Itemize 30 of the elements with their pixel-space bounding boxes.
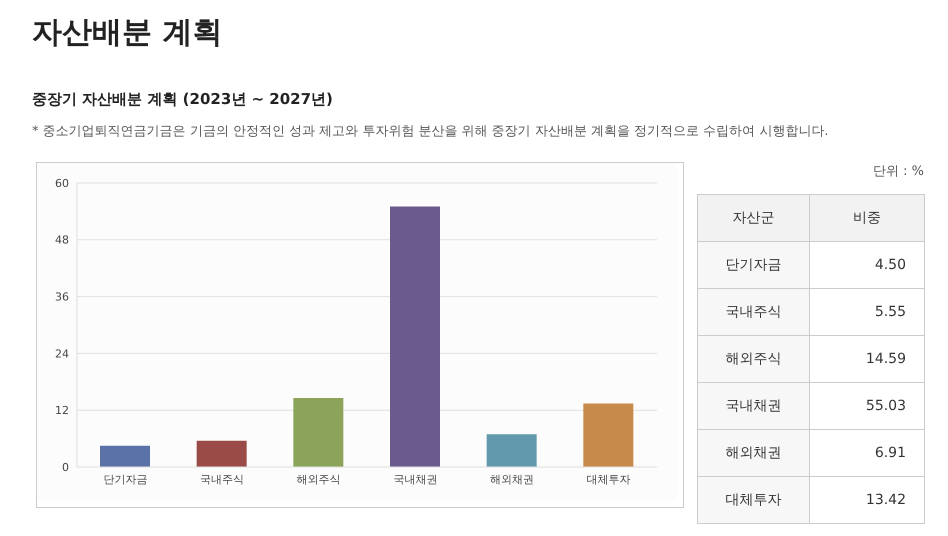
y-tick-label: 36 [55, 290, 69, 304]
y-tick-label: 48 [55, 234, 69, 247]
text: 13.42 [810, 476, 924, 524]
x-tick-label: 국내채권 [393, 472, 438, 486]
text: 5.55 [810, 288, 924, 336]
text: * 중소기업퇴직연금기금은 기금의 안정적인 성과 제고와 투자위험 분산을 위해 중장기 자산배분 계획을 정기적으로 수립하여 시행합니다. [32, 123, 828, 140]
category-label: 해외채권 [726, 445, 782, 461]
category-label: 단기자금 [726, 257, 782, 273]
chart-title: 자산배분 계획 [32, 14, 222, 52]
text: 단위 : % [873, 163, 924, 180]
y-tick-label: 60 [55, 176, 69, 190]
text: 4.50 [810, 242, 924, 288]
x-tick-label: 국내주식 [200, 472, 244, 486]
chart-subtitle: 중장기 자산배분 계획 (2023년 ~ 2027년) [32, 90, 333, 109]
text: 자산군 [698, 194, 810, 242]
category-label: 해외주식 [726, 351, 782, 367]
y-tick-label: 12 [55, 404, 69, 418]
text: 55.03 [810, 382, 924, 430]
text: 6.91 [810, 430, 924, 476]
category-label: 대체투자 [726, 492, 782, 508]
text: 14.59 [810, 336, 924, 382]
x-tick-label: 해외채권 [490, 472, 534, 486]
x-tick-label: 해외주식 [296, 472, 341, 486]
x-tick-label: 단기자금 [103, 472, 148, 486]
category-label: 국내주식 [726, 304, 782, 320]
category-label: 국내채권 [726, 398, 782, 414]
x-tick-label: 대체투자 [586, 472, 631, 486]
y-tick-label: 24 [55, 347, 69, 360]
text: 비중 [810, 194, 924, 242]
y-tick-label: 0 [62, 460, 69, 474]
